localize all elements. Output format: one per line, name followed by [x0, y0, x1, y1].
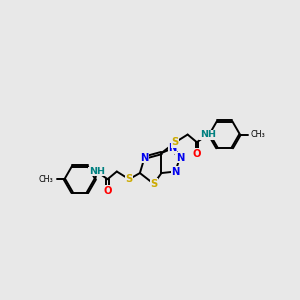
Text: NH: NH [89, 167, 105, 176]
Text: N: N [176, 153, 184, 163]
Text: O: O [103, 186, 112, 196]
Text: NH: NH [200, 130, 216, 139]
Text: S: S [150, 179, 158, 189]
Text: S: S [125, 174, 133, 184]
Text: N: N [140, 153, 149, 163]
Text: CH₃: CH₃ [251, 130, 266, 139]
Text: CH₃: CH₃ [39, 175, 54, 184]
Text: N: N [171, 167, 179, 176]
Text: O: O [193, 149, 201, 159]
Text: N: N [168, 143, 176, 153]
Text: S: S [172, 137, 179, 147]
